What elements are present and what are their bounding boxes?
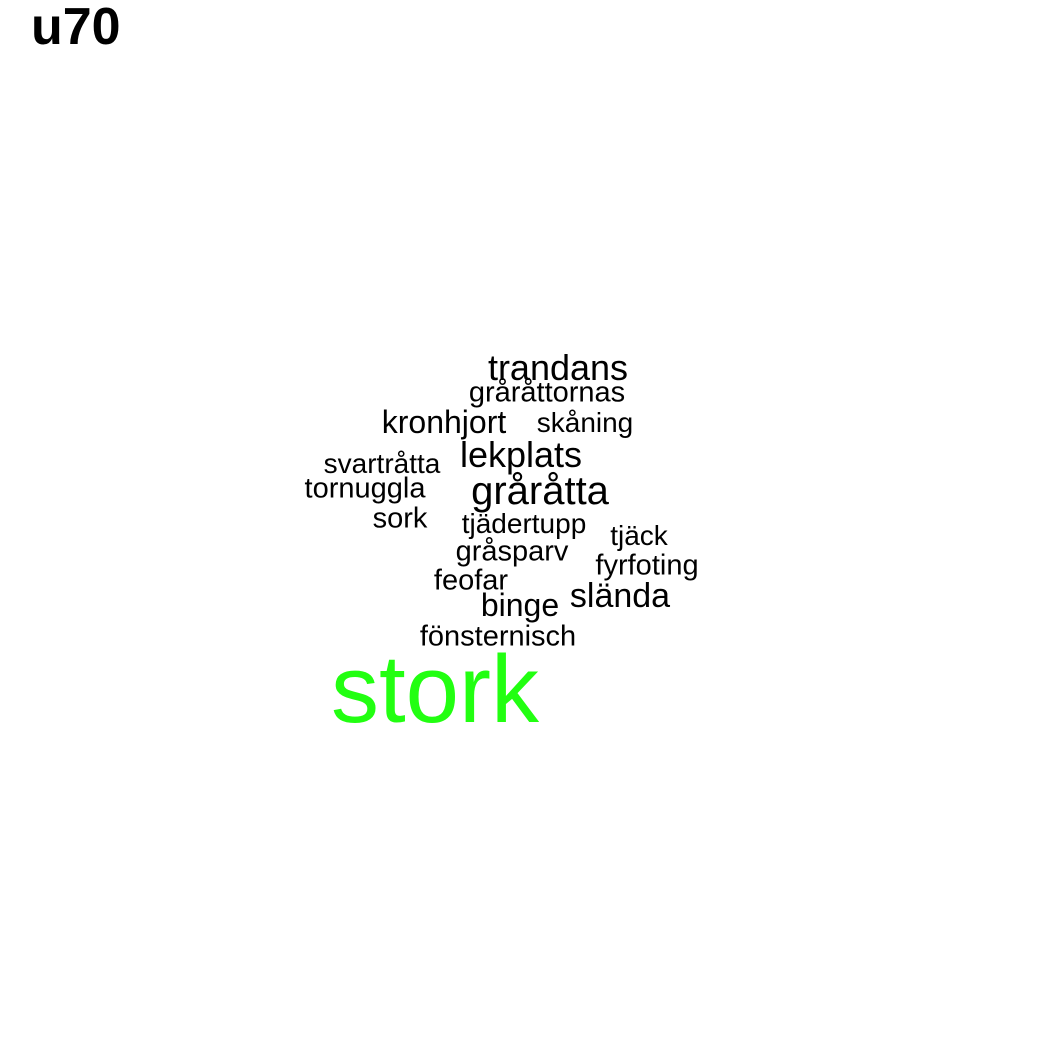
word-slanda: slända — [569, 577, 671, 615]
word-graratta: gråråtta — [471, 469, 609, 513]
word-fonsternisch: fönsternisch — [419, 620, 577, 653]
word-kronhjort: kronhjort — [381, 404, 507, 440]
page-title: u70 — [31, 0, 121, 56]
word-tornuggla: tornuggla — [304, 472, 426, 505]
word-lekplats: lekplats — [459, 434, 583, 475]
word-tjack: tjäck — [610, 520, 668, 551]
word-feofar: feofar — [433, 564, 509, 597]
word-svartratta: svartråtta — [323, 448, 441, 479]
word-trandans: trandans — [487, 347, 629, 388]
word-fyrfoting: fyrfoting — [595, 549, 699, 582]
word-binge: binge — [480, 587, 560, 623]
word-stork: stork — [330, 636, 540, 743]
word-grarattornas: gråråttornas — [468, 376, 626, 409]
word-skaning: skåning — [536, 407, 634, 438]
word-tjadertupp: tjädertupp — [461, 508, 587, 539]
word-sork: sork — [372, 502, 428, 535]
word-grasparv: gråsparv — [455, 535, 569, 568]
